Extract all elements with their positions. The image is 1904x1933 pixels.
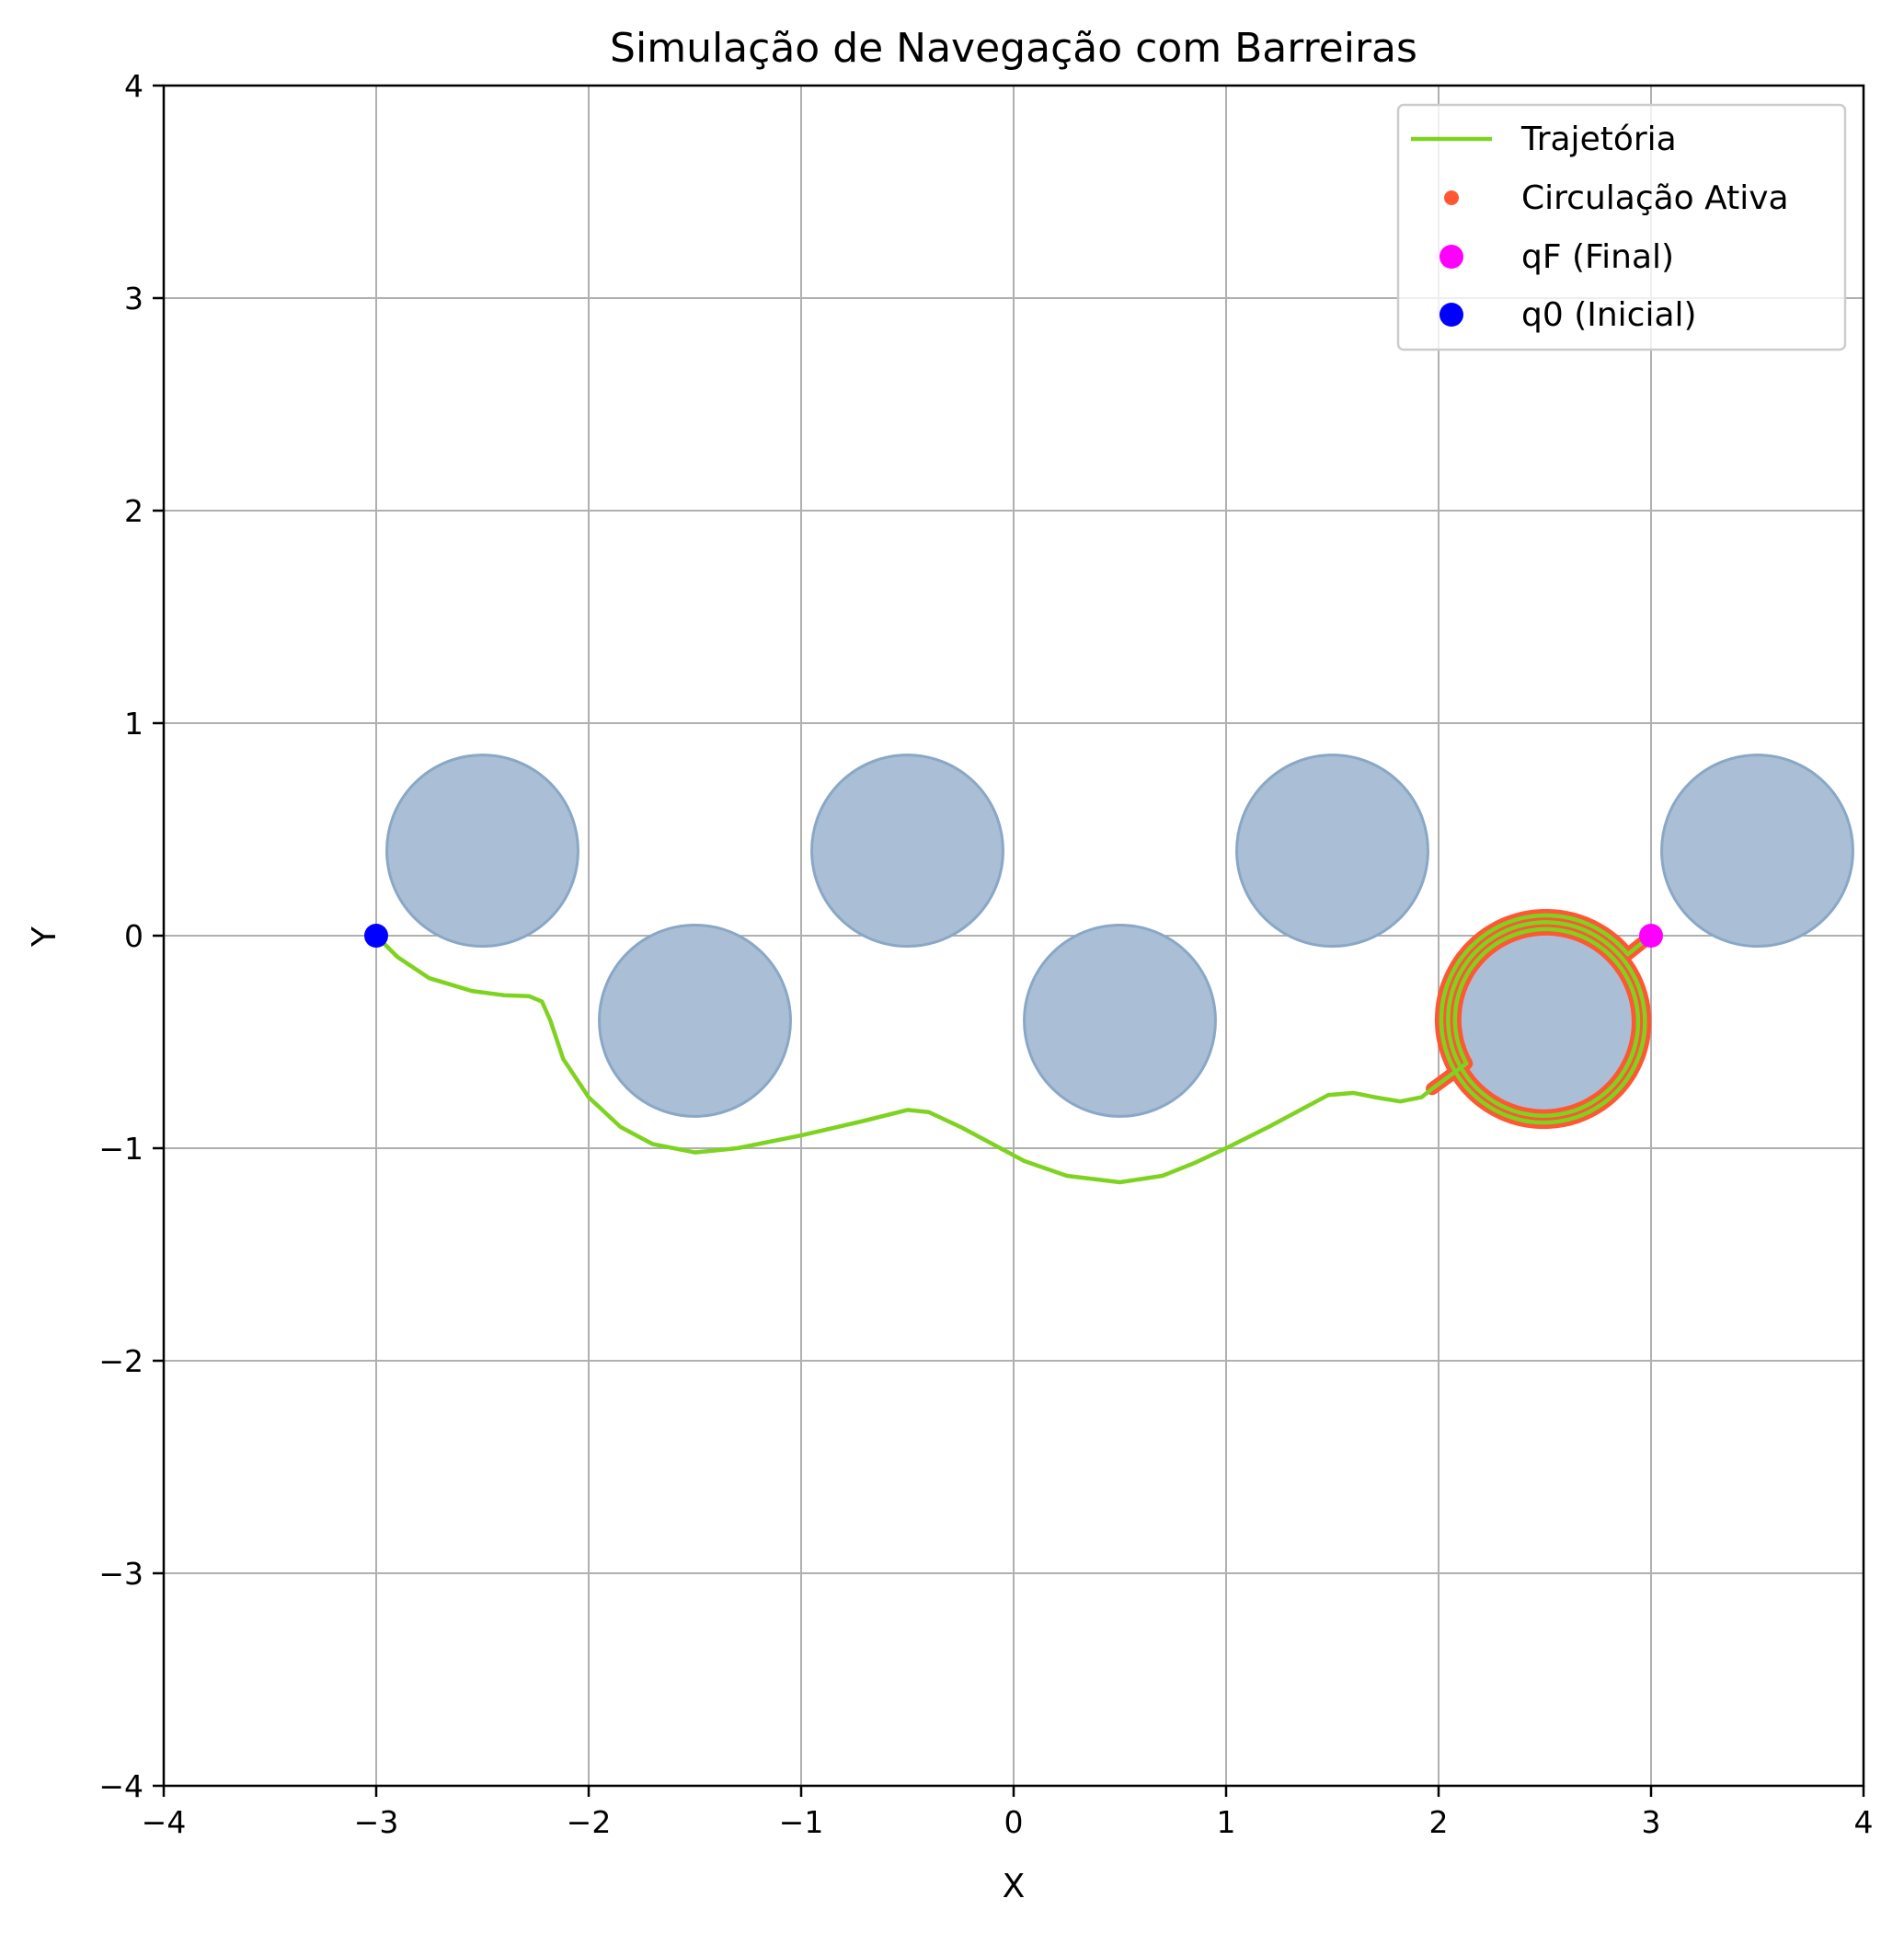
initial-point-marker xyxy=(364,924,388,948)
obstacle-circle-6 xyxy=(1660,754,1854,949)
y-tick-label-6: 2 xyxy=(124,493,143,529)
ticks: −4 −3 −2 −1 0 1 2 3 4 −4 −3 −2 −1 0 1 2 3 4 xyxy=(98,68,1873,1840)
x-tick-label-4: 0 xyxy=(1004,1804,1024,1840)
legend-label-initial: q0 (Inicial) xyxy=(1521,296,1697,334)
obstacle-circle-4 xyxy=(1235,754,1429,949)
x-tick-label-6: 2 xyxy=(1429,1804,1449,1840)
x-tick-label-5: 1 xyxy=(1217,1804,1236,1840)
y-tick-label-5: 1 xyxy=(124,706,143,742)
y-axis-label: Y xyxy=(26,926,63,948)
y-tick-label-4: 0 xyxy=(124,918,143,954)
obstacles xyxy=(385,754,1854,1118)
y-tick-label-3: −1 xyxy=(98,1131,143,1167)
obstacle-circle-3 xyxy=(1023,923,1217,1118)
obstacle-circle-0 xyxy=(385,754,579,949)
x-tick-label-2: −2 xyxy=(567,1804,612,1840)
x-tick-label-1: −3 xyxy=(354,1804,399,1840)
legend: Trajetória Circulação Ativa qF (Final) q… xyxy=(1396,103,1847,351)
y-tick-label-2: −2 xyxy=(98,1343,143,1379)
legend-marker-initial xyxy=(1439,303,1463,327)
obstacle-circle-1 xyxy=(598,923,792,1118)
x-tick-label-3: −1 xyxy=(779,1804,824,1840)
obstacle-circle-2 xyxy=(810,754,1004,949)
legend-label-active-circulation: Circulação Ativa xyxy=(1521,179,1789,217)
series xyxy=(364,909,1663,1185)
x-axis-label: X xyxy=(1003,1868,1026,1905)
x-tick-label-7: 3 xyxy=(1642,1804,1661,1840)
y-tick-label-1: −3 xyxy=(98,1556,143,1592)
legend-marker-active-circulation xyxy=(1444,190,1459,205)
legend-label-trajectory: Trajetória xyxy=(1520,121,1677,158)
y-tick-label-0: −4 xyxy=(98,1768,143,1804)
legend-label-final: qF (Final) xyxy=(1521,238,1674,276)
x-tick-label-8: 4 xyxy=(1854,1804,1874,1840)
legend-box xyxy=(1396,103,1847,351)
final-point-marker xyxy=(1639,924,1663,948)
y-tick-label-8: 4 xyxy=(124,68,143,104)
y-tick-label-7: 3 xyxy=(124,281,143,316)
x-tick-label-0: −4 xyxy=(142,1804,187,1840)
legend-marker-final xyxy=(1439,245,1463,269)
chart-title: Simulação de Navegação com Barreiras xyxy=(610,25,1417,72)
trajectory-line xyxy=(373,913,1654,1185)
